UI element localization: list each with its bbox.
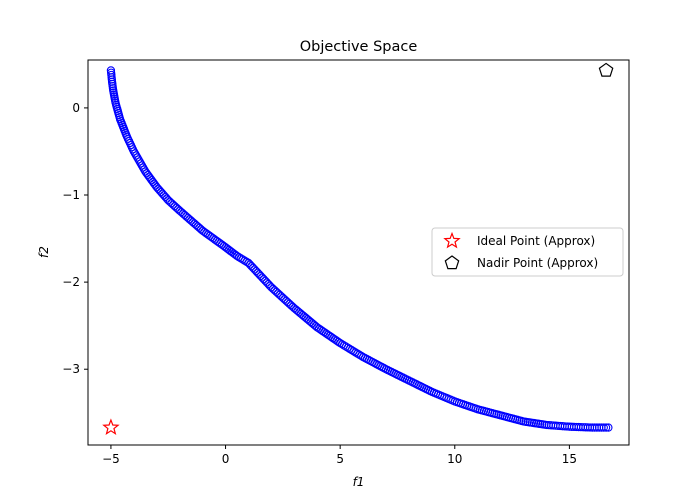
y-tick-label: 0 xyxy=(72,101,80,115)
front-points xyxy=(106,66,613,432)
legend-nadir-label: Nadir Point (Approx) xyxy=(477,256,598,270)
front-point xyxy=(133,153,142,162)
front-point xyxy=(601,423,611,432)
front-point xyxy=(136,159,145,168)
x-axis: −5 0 5 10 15 xyxy=(102,445,577,466)
y-axis-label: f2 xyxy=(37,246,51,258)
front-point xyxy=(599,423,608,432)
front-point xyxy=(131,151,141,160)
x-tick-label: 5 xyxy=(336,452,344,466)
legend-box xyxy=(431,227,624,277)
front-point xyxy=(129,147,138,156)
legend-ideal-star-icon xyxy=(443,231,461,249)
legend-ideal-label: Ideal Point (Approx) xyxy=(477,234,595,248)
x-tick-label: 15 xyxy=(562,452,577,466)
y-tick-label: −1 xyxy=(62,188,80,202)
x-tick-label: 10 xyxy=(447,452,462,466)
chart-title: Objective Space xyxy=(300,39,418,55)
x-tick-label: 0 xyxy=(222,452,230,466)
x-axis-label: f1 xyxy=(353,475,365,489)
front-point xyxy=(138,163,148,172)
front-point xyxy=(137,161,147,170)
front-point xyxy=(130,149,140,158)
x-tick-label: −5 xyxy=(102,452,120,466)
special-points xyxy=(102,62,614,436)
front-point xyxy=(134,155,143,164)
y-tick-label: −3 xyxy=(62,362,80,376)
legend: Ideal Point (Approx) Nadir Point (Approx… xyxy=(431,227,624,277)
legend-nadir-pentagon-icon xyxy=(444,255,460,270)
plot-frame xyxy=(87,59,630,446)
ideal-point-star xyxy=(102,418,120,436)
front-point xyxy=(604,423,613,432)
y-axis: 0 −1 −2 −3 xyxy=(62,101,88,376)
y-tick-label: −2 xyxy=(62,275,80,289)
front-point xyxy=(135,157,144,166)
nadir-point-pentagon xyxy=(598,62,614,77)
